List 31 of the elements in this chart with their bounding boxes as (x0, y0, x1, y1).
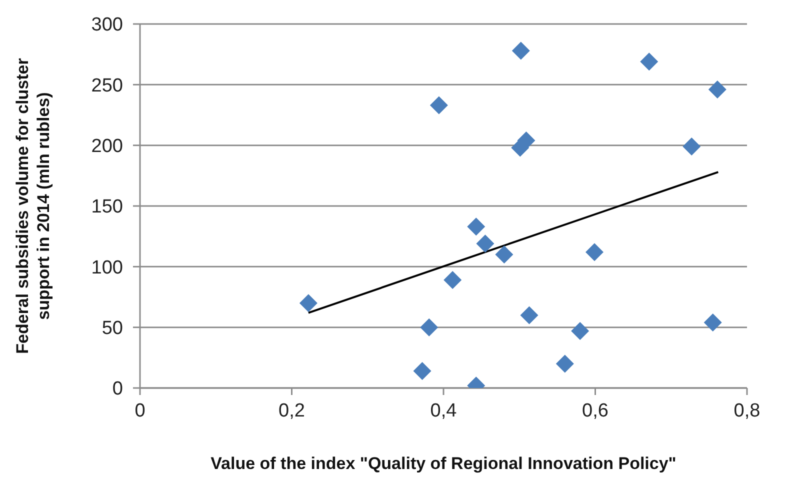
point (444, 271, 462, 290)
point (495, 246, 514, 264)
y-tick-label: 100 (91, 257, 123, 278)
point (512, 42, 530, 60)
x-tick-label: 0 (134, 400, 146, 422)
point (413, 362, 432, 380)
y-axis-title: Federal subsidies volume for cluster support in 2014 (mln rubles) (13, 58, 53, 354)
point (585, 243, 604, 262)
point (682, 138, 701, 156)
point (476, 234, 494, 253)
y-tick-label: 50 (102, 318, 123, 340)
x-axis-title: Value of the index "Quality of Regional Innovation Policy" (210, 454, 676, 473)
point (467, 218, 486, 236)
y-tick-label: 0 (112, 378, 123, 400)
point (704, 313, 722, 332)
y-tick-label: 250 (91, 75, 123, 96)
point (640, 52, 658, 71)
point (299, 294, 318, 312)
point (571, 322, 590, 340)
point (556, 354, 574, 373)
x-tick-label: 0,2 (278, 400, 305, 422)
x-tick-label: 0,6 (582, 400, 608, 422)
point (420, 318, 438, 336)
point (708, 80, 726, 99)
point (430, 96, 448, 114)
y-tick-label: 150 (91, 196, 123, 218)
point (520, 306, 538, 324)
x-tick-label: 0,4 (430, 400, 458, 422)
y-tick-label: 200 (91, 136, 123, 158)
y-tick-label: 300 (91, 14, 123, 36)
x-tick-label: 0,8 (734, 400, 760, 422)
